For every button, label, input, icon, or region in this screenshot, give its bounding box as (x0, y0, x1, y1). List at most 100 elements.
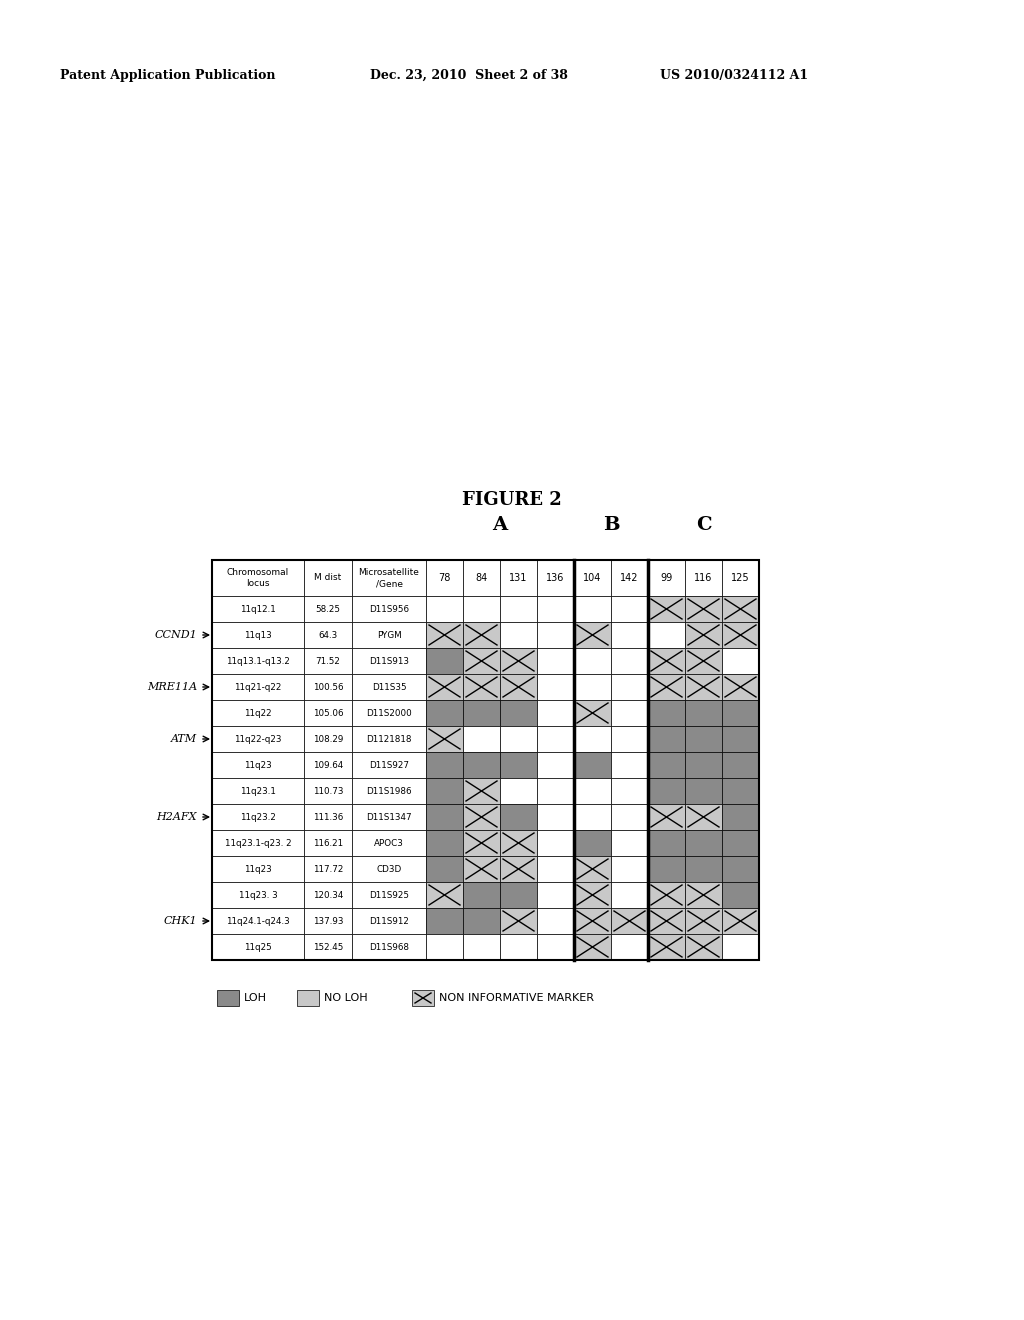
Text: 11q23: 11q23 (244, 760, 272, 770)
Bar (500, 675, 537, 700)
Bar (611, 597, 648, 622)
Bar (574, 752, 611, 777)
Bar (685, 752, 722, 777)
Text: D11S912: D11S912 (369, 916, 409, 925)
Bar (352, 935, 426, 960)
Bar (648, 622, 685, 648)
Bar (537, 700, 574, 726)
Bar (500, 726, 537, 752)
Bar (685, 908, 722, 935)
Bar (426, 804, 463, 830)
Bar (648, 726, 685, 752)
Text: US 2010/0324112 A1: US 2010/0324112 A1 (660, 69, 808, 82)
Bar (304, 700, 352, 726)
Bar (685, 935, 722, 960)
Text: Chromosomal
locus: Chromosomal locus (227, 568, 289, 587)
Bar (352, 560, 426, 597)
Bar (648, 855, 685, 882)
Text: Dec. 23, 2010  Sheet 2 of 38: Dec. 23, 2010 Sheet 2 of 38 (370, 69, 568, 82)
Bar (500, 700, 537, 726)
Text: D11S913: D11S913 (369, 656, 409, 665)
Text: M dist: M dist (314, 573, 342, 582)
Bar (722, 700, 759, 726)
Text: 11q21-q22: 11q21-q22 (234, 682, 282, 692)
Bar (304, 830, 352, 855)
Text: 84: 84 (475, 573, 487, 583)
Bar (212, 777, 304, 804)
Text: D11S927: D11S927 (369, 760, 409, 770)
Bar (685, 622, 722, 648)
Bar (212, 882, 304, 908)
Bar (722, 777, 759, 804)
Bar (212, 622, 304, 648)
Bar (500, 648, 537, 675)
Text: D1121818: D1121818 (367, 734, 412, 743)
Bar (611, 726, 648, 752)
Bar (463, 830, 500, 855)
Text: Patent Application Publication: Patent Application Publication (60, 69, 275, 82)
Bar (463, 648, 500, 675)
Text: D11S1986: D11S1986 (367, 787, 412, 796)
Bar (611, 855, 648, 882)
Bar (426, 777, 463, 804)
Bar (426, 622, 463, 648)
Bar (352, 830, 426, 855)
Text: 136: 136 (547, 573, 564, 583)
Bar (463, 597, 500, 622)
Bar (611, 804, 648, 830)
Bar (500, 935, 537, 960)
Bar (352, 597, 426, 622)
Bar (426, 560, 463, 597)
Bar (722, 675, 759, 700)
Bar (685, 777, 722, 804)
Text: PYGM: PYGM (377, 631, 401, 639)
Bar (722, 855, 759, 882)
Bar (648, 777, 685, 804)
Bar (722, 648, 759, 675)
Bar (537, 560, 574, 597)
Bar (685, 882, 722, 908)
Bar (537, 777, 574, 804)
Text: NON INFORMATIVE MARKER: NON INFORMATIVE MARKER (439, 993, 594, 1003)
Text: 142: 142 (621, 573, 639, 583)
Text: 11q22: 11q22 (244, 709, 271, 718)
Bar (304, 882, 352, 908)
Bar (500, 804, 537, 830)
Bar (722, 752, 759, 777)
Bar (685, 597, 722, 622)
Bar (212, 675, 304, 700)
Bar (463, 935, 500, 960)
Text: 104: 104 (584, 573, 602, 583)
Text: 105.06: 105.06 (312, 709, 343, 718)
Text: 11q22-q23: 11q22-q23 (234, 734, 282, 743)
Bar (304, 622, 352, 648)
Bar (537, 908, 574, 935)
Bar (648, 935, 685, 960)
Text: 116.21: 116.21 (313, 838, 343, 847)
Text: 117.72: 117.72 (312, 865, 343, 874)
Bar (537, 882, 574, 908)
Bar (304, 597, 352, 622)
Bar (685, 855, 722, 882)
Text: 11q23.1: 11q23.1 (240, 787, 275, 796)
Bar (463, 804, 500, 830)
Text: D11S925: D11S925 (369, 891, 409, 899)
Bar (648, 882, 685, 908)
Bar (500, 622, 537, 648)
Text: 58.25: 58.25 (315, 605, 341, 614)
Bar (722, 726, 759, 752)
Bar (611, 560, 648, 597)
Bar (500, 830, 537, 855)
Text: CHK1: CHK1 (164, 916, 197, 927)
Bar (537, 597, 574, 622)
Bar (463, 908, 500, 935)
Bar (426, 752, 463, 777)
Bar (574, 777, 611, 804)
Text: D11S1347: D11S1347 (367, 813, 412, 821)
Bar (426, 935, 463, 960)
Bar (648, 560, 685, 597)
Bar (611, 935, 648, 960)
Bar (574, 908, 611, 935)
Bar (611, 882, 648, 908)
Text: ATM: ATM (171, 734, 197, 744)
